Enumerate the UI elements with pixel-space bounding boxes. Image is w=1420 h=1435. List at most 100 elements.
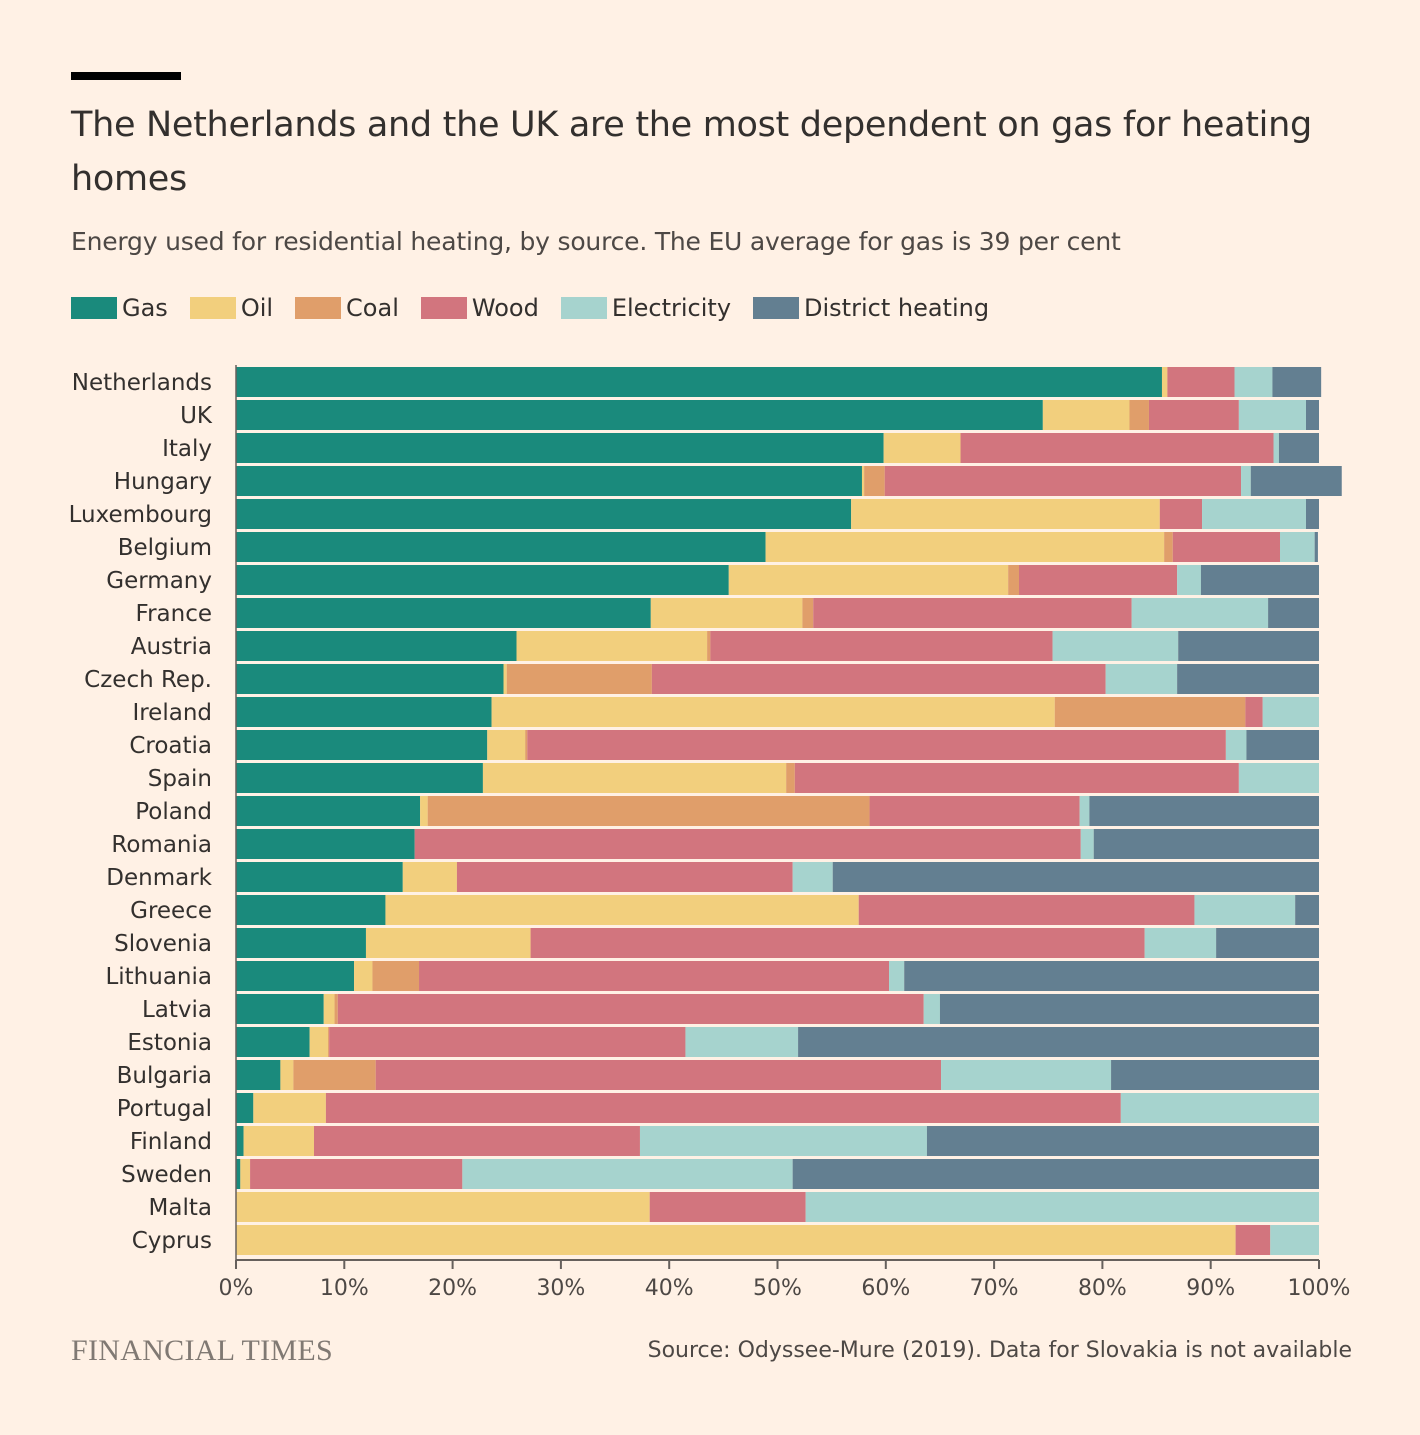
bar-latvia-oil bbox=[323, 994, 335, 1024]
bar-austria-coal bbox=[707, 631, 711, 661]
bar-sweden-gas bbox=[236, 1159, 241, 1189]
x-tick-label: 10% bbox=[320, 1276, 369, 1301]
category-label-latvia: Latvia bbox=[142, 997, 212, 1023]
bar-spain-oil bbox=[482, 763, 787, 793]
x-tick-label: 40% bbox=[645, 1276, 694, 1301]
bar-croatia-coal bbox=[525, 730, 528, 760]
bar-finland-district-heating bbox=[926, 1126, 1319, 1156]
bar-ireland-wood bbox=[1245, 697, 1263, 727]
bar-ireland-electricity bbox=[1262, 697, 1319, 727]
bar-greece-oil bbox=[385, 895, 859, 925]
bar-poland-oil bbox=[420, 796, 428, 826]
bar-malta-electricity bbox=[805, 1192, 1319, 1222]
category-label-croatia: Croatia bbox=[129, 733, 212, 759]
bar-germany-coal bbox=[1008, 565, 1020, 595]
bar-austria-electricity bbox=[1052, 631, 1179, 661]
x-tick-label: 70% bbox=[970, 1276, 1019, 1301]
legend-swatch-district-heating bbox=[753, 297, 800, 319]
category-label-slovenia: Slovenia bbox=[114, 931, 212, 957]
bar-germany-wood bbox=[1019, 565, 1178, 595]
bar-czech-rep-district-heating bbox=[1177, 664, 1319, 694]
bar-spain-coal bbox=[786, 763, 795, 793]
legend-item-wood: Wood bbox=[420, 294, 539, 322]
bar-cyprus-electricity bbox=[1270, 1225, 1319, 1255]
bar-estonia-coal bbox=[328, 1027, 330, 1057]
bar-croatia-wood bbox=[527, 730, 1226, 760]
category-label-denmark: Denmark bbox=[106, 865, 212, 891]
stacked-bar-chart: Netherlands UK Italy Hungary Luxembourg Belgi… bbox=[69, 365, 1350, 1301]
bars-group bbox=[236, 367, 1342, 1255]
bar-france-district-heating bbox=[1268, 598, 1319, 628]
category-labels: Netherlands UK Italy Hungary Luxembourg Belgi… bbox=[69, 370, 213, 1254]
bar-denmark-electricity bbox=[792, 862, 833, 892]
bar-italy-electricity bbox=[1273, 433, 1279, 463]
bar-finland-oil bbox=[243, 1126, 314, 1156]
bar-croatia-electricity bbox=[1225, 730, 1247, 760]
bar-uk-coal bbox=[1129, 400, 1149, 430]
bar-uk-gas bbox=[236, 400, 1043, 430]
bar-croatia-oil bbox=[487, 730, 526, 760]
brand-logo-text: FINANCIAL TIMES bbox=[71, 1334, 334, 1367]
category-label-cyprus: Cyprus bbox=[132, 1228, 212, 1254]
x-tick-label: 30% bbox=[536, 1276, 585, 1301]
bar-ireland-coal bbox=[1054, 697, 1246, 727]
bar-france-wood bbox=[813, 598, 1132, 628]
bar-croatia-gas bbox=[236, 730, 488, 760]
bar-germany-gas bbox=[236, 565, 729, 595]
bar-lithuania-electricity bbox=[889, 961, 905, 991]
bar-sweden-oil bbox=[240, 1159, 251, 1189]
bar-uk-district-heating bbox=[1306, 400, 1319, 430]
bar-portugal-wood bbox=[325, 1093, 1121, 1123]
bar-luxembourg-district-heating bbox=[1306, 499, 1319, 529]
bar-netherlands-oil bbox=[1161, 367, 1168, 397]
legend-label-oil: Oil bbox=[240, 294, 274, 322]
bar-ireland-oil bbox=[491, 697, 1055, 727]
bar-slovenia-oil bbox=[365, 928, 531, 958]
bar-romania-wood bbox=[414, 829, 1081, 859]
bar-denmark-wood bbox=[456, 862, 793, 892]
bar-poland-district-heating bbox=[1089, 796, 1319, 826]
bar-hungary-oil bbox=[861, 466, 865, 496]
bar-spain-gas bbox=[236, 763, 483, 793]
bar-estonia-wood bbox=[329, 1027, 686, 1057]
bar-austria-gas bbox=[236, 631, 517, 661]
bar-czech-rep-wood bbox=[651, 664, 1106, 694]
legend-item-district-heating: District heating bbox=[753, 294, 989, 322]
legend-item-electricity: Electricity bbox=[560, 294, 732, 322]
source-note: Source: Odyssee-Mure (2019). Data for Sl… bbox=[647, 1338, 1352, 1363]
bar-greece-electricity bbox=[1194, 895, 1296, 925]
bar-bulgaria-electricity bbox=[941, 1060, 1112, 1090]
bar-italy-gas bbox=[236, 433, 884, 463]
legend-label-gas: Gas bbox=[122, 294, 168, 322]
bar-estonia-district-heating bbox=[798, 1027, 1319, 1057]
bar-spain-wood bbox=[794, 763, 1239, 793]
category-label-austria: Austria bbox=[131, 634, 212, 660]
bar-czech-rep-coal bbox=[506, 664, 652, 694]
bar-belgium-gas bbox=[236, 532, 766, 562]
legend-label-electricity: Electricity bbox=[611, 294, 732, 322]
category-label-sweden: Sweden bbox=[121, 1162, 212, 1188]
header-rule bbox=[71, 72, 181, 80]
bar-hungary-district-heating bbox=[1250, 466, 1342, 496]
bar-romania-district-heating bbox=[1093, 829, 1319, 859]
legend-item-oil: Oil bbox=[189, 294, 274, 322]
bar-hungary-coal bbox=[864, 466, 885, 496]
legend-label-wood: Wood bbox=[471, 294, 539, 322]
bar-belgium-district-heating bbox=[1314, 532, 1318, 562]
bar-croatia-district-heating bbox=[1246, 730, 1319, 760]
bar-slovenia-electricity bbox=[1144, 928, 1217, 958]
bar-estonia-oil bbox=[309, 1027, 329, 1057]
bar-poland-wood bbox=[869, 796, 1080, 826]
x-tick-label: 0% bbox=[219, 1276, 254, 1301]
bar-greece-district-heating bbox=[1295, 895, 1319, 925]
bar-finland-electricity bbox=[639, 1126, 927, 1156]
category-label-bulgaria: Bulgaria bbox=[117, 1063, 212, 1089]
bar-bulgaria-gas bbox=[236, 1060, 281, 1090]
bar-denmark-gas bbox=[236, 862, 403, 892]
category-label-estonia: Estonia bbox=[127, 1030, 212, 1056]
chart-title: The Netherlands and the UK are the most … bbox=[71, 105, 1312, 199]
bar-germany-district-heating bbox=[1200, 565, 1319, 595]
bar-latvia-district-heating bbox=[939, 994, 1319, 1024]
bar-netherlands-electricity bbox=[1234, 367, 1273, 397]
bar-austria-wood bbox=[710, 631, 1053, 661]
